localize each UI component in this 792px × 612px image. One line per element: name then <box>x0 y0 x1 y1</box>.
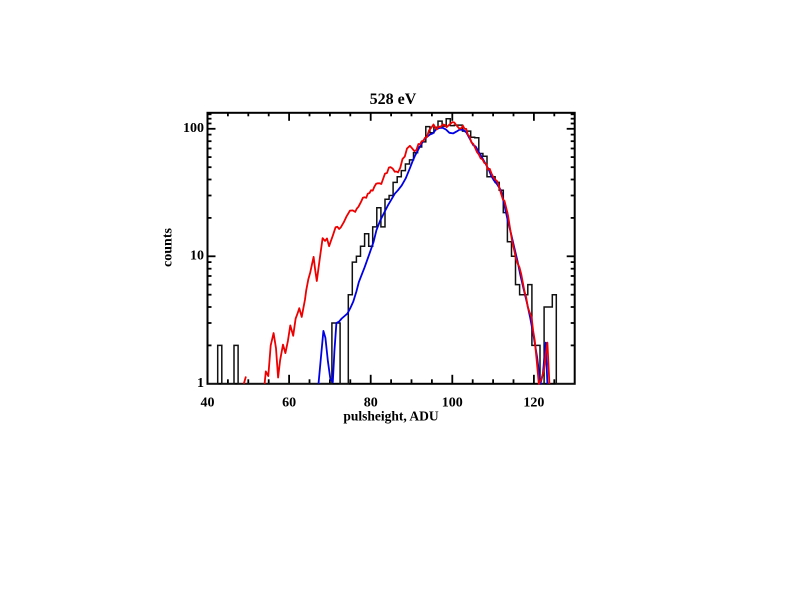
svg-text:pulsheight, ADU: pulsheight, ADU <box>343 409 439 424</box>
svg-text:120: 120 <box>523 396 544 411</box>
svg-text:60: 60 <box>282 396 296 411</box>
svg-text:40: 40 <box>201 396 215 411</box>
svg-text:100: 100 <box>183 121 204 136</box>
svg-text:528 eV: 528 eV <box>370 91 417 108</box>
svg-text:80: 80 <box>364 396 378 411</box>
svg-text:10: 10 <box>190 249 204 264</box>
svg-text:100: 100 <box>442 396 463 411</box>
svg-text:counts: counts <box>161 228 176 267</box>
svg-text:1: 1 <box>197 376 204 391</box>
